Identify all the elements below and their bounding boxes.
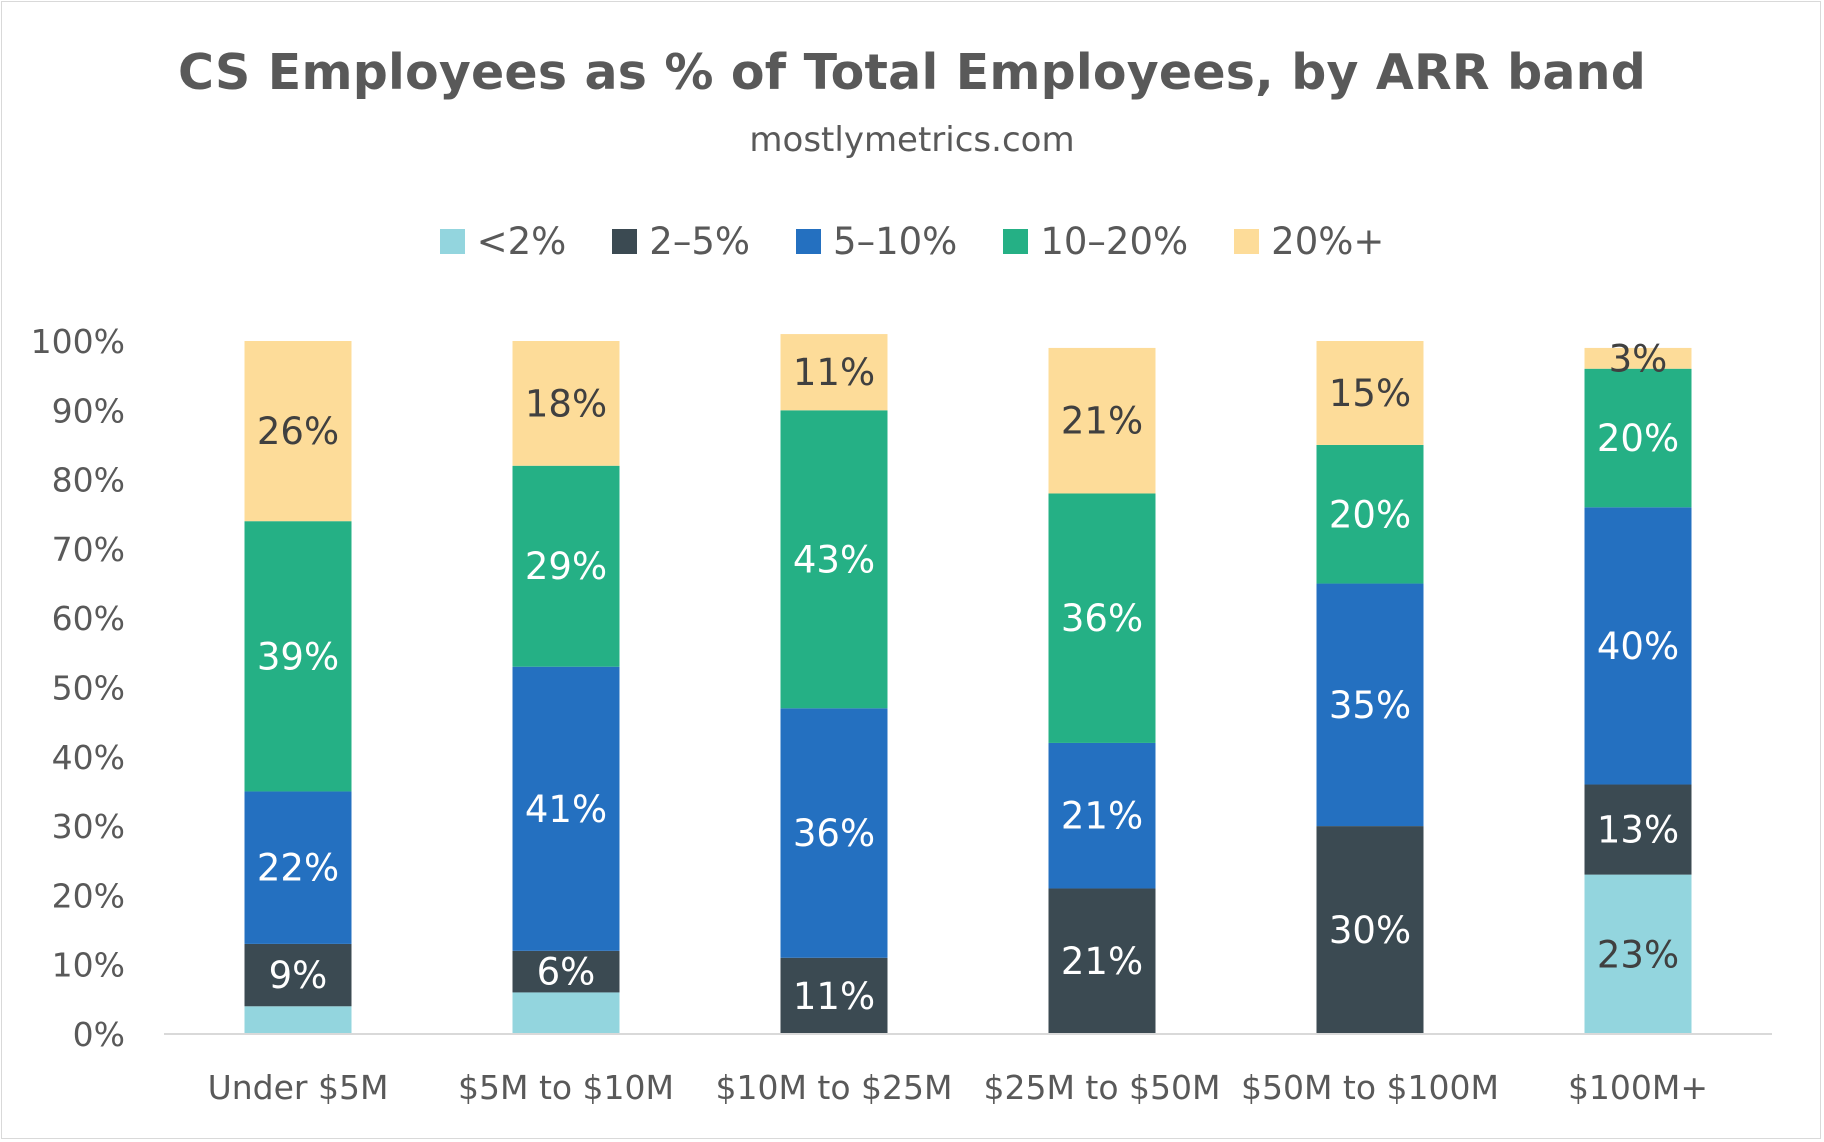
chart-title: CS Employees as % of Total Employees, by… [177,44,1647,101]
legend-label-20plus: 20%+ [1271,220,1385,263]
bar-data-label: 11% [793,975,875,1018]
chart-legend: <2% 2–5% 5–10% 10–20% 20%+ [0,220,1824,263]
legend-label-2-5: 2–5% [649,220,751,263]
bar-data-label: 20% [1597,417,1679,460]
bar-data-label: 15% [1329,372,1411,415]
bar-segment [1584,368,1692,508]
bar-segment [1584,874,1692,1034]
x-category-label: Under $5M [208,1068,389,1107]
bar-data-label: 41% [525,788,607,831]
bar-segment [512,992,620,1034]
x-category-label: $10M to $25M [715,1068,952,1107]
bar-data-label: 13% [1597,809,1679,852]
bar-segment [1584,347,1692,369]
legend-swatch-lt2 [439,229,465,254]
bar-data-label: 6% [537,951,596,994]
bar-segment [244,1006,352,1034]
bar-segment [1316,826,1424,1034]
bar-data-label: 30% [1329,909,1411,952]
y-tick-label: 10% [52,946,125,985]
bar-data-label: 43% [793,538,875,581]
bar-data-label: 26% [257,410,339,453]
bar-data-label: 36% [1061,597,1143,640]
bar-segment [512,666,620,951]
bar-data-label: 23% [1597,933,1679,976]
bar-data-label: 36% [793,812,875,855]
y-axis: 0% 10% 20% 30% 40% 50% 60% 70% 80% 90% 100% [31,322,125,1054]
bar-data-label: 11% [793,351,875,394]
bar-segment [780,334,888,411]
bar-segment [512,950,620,993]
bar-data-label: 40% [1597,625,1679,668]
x-category-label: $25M to $50M [983,1068,1220,1107]
legend-label-10-20: 10–20% [1040,220,1189,263]
bar-segment [1316,341,1424,445]
bar-segment [512,341,620,466]
bar-data-label: 9% [269,954,328,997]
bar-segment [1316,583,1424,827]
legend-item-10-20: 10–20% [1003,220,1188,263]
bar-data-label: 35% [1329,684,1411,727]
legend-item-lt2: <2% [439,220,567,263]
bar-data-label: 39% [257,635,339,678]
bar-segment [244,341,352,522]
y-tick-label: 60% [52,599,125,638]
y-tick-label: 100% [31,322,125,361]
legend-swatch-10-20 [1003,229,1029,254]
bar-segment [244,521,352,792]
y-tick-label: 0% [73,1015,125,1054]
bars: 9% 22% 39% 26% 6% 41% 29% 18% 11% 36% 43% 11% 21% 21%… [244,334,1692,1034]
bar-data-label: 21% [1061,940,1143,983]
bar-segment [1316,444,1424,584]
bar-segment [1048,742,1156,889]
legend-swatch-20plus [1234,229,1260,254]
bar-segment [1048,888,1156,1034]
bar-data-label: 20% [1329,493,1411,536]
bar-data-label: 21% [1061,795,1143,838]
x-category-label: $100M+ [1568,1068,1708,1107]
y-tick-label: 40% [52,738,125,777]
y-tick-label: 70% [52,530,125,569]
bar-data-label: 18% [525,382,607,425]
x-axis: Under $5M $5M to $10M $10M to $25M $25M to … [164,1033,1772,1107]
bar-segment [512,465,620,667]
y-tick-label: 20% [52,876,125,915]
bar-data-label: 29% [525,545,607,588]
legend-swatch-2-5 [612,229,638,254]
x-category-label: $5M to $10M [458,1068,674,1107]
bar-segment [1584,784,1692,875]
legend-item-5-10: 5–10% [796,220,957,263]
bar-segment [1048,347,1156,494]
bar-data-label: 3% [1609,337,1668,380]
bar-segment [244,791,352,944]
bar-segment [780,410,888,709]
bar-segment [780,708,888,958]
bar-segment [1048,493,1156,743]
bar-data-label: 21% [1061,400,1143,443]
bar-segment [1584,507,1692,785]
bar-data-label: 22% [257,847,339,890]
legend-label-lt2: <2% [476,220,567,263]
legend-swatch-5-10 [796,229,822,254]
y-tick-label: 80% [52,461,125,500]
legend-item-20plus: 20%+ [1234,220,1384,263]
y-tick-label: 50% [52,669,125,708]
bar-segment [780,957,888,1034]
y-tick-label: 90% [52,391,125,430]
x-category-label: $50M to $100M [1241,1068,1499,1107]
y-tick-label: 30% [52,807,125,846]
legend-label-5-10: 5–10% [833,220,958,263]
legend-item-2-5: 2–5% [612,220,750,263]
bar-segment [244,943,352,1007]
chart-subtitle: mostlymetrics.com [749,120,1075,160]
